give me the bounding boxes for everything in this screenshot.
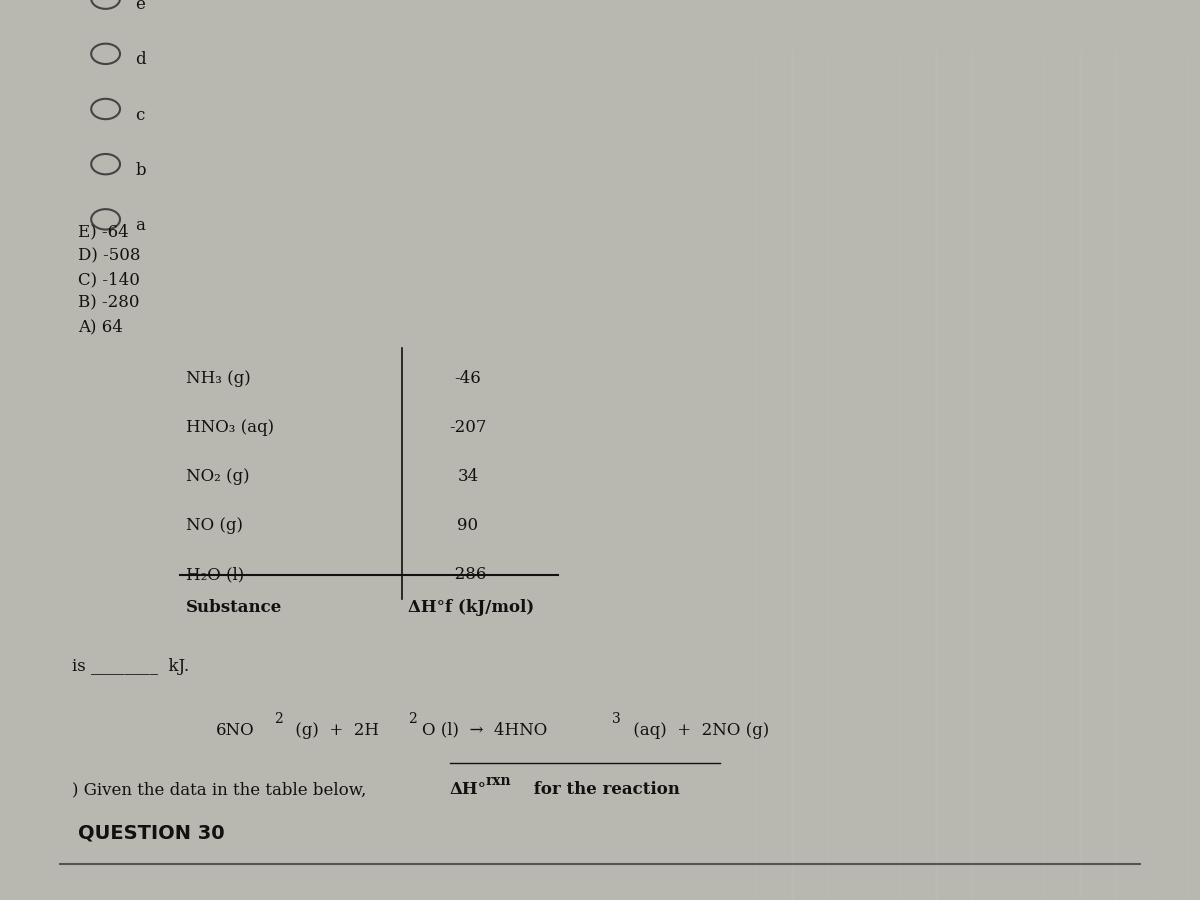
Text: e: e: [136, 0, 145, 14]
Text: 90: 90: [457, 518, 479, 535]
Text: ) Given the data in the table below,: ) Given the data in the table below,: [72, 781, 372, 798]
Text: ΔH°: ΔH°: [450, 781, 487, 798]
Text: -46: -46: [455, 370, 481, 387]
Text: b: b: [136, 162, 146, 179]
Text: B) -280: B) -280: [78, 295, 139, 312]
Text: NO (g): NO (g): [186, 518, 242, 535]
Text: H₂O (l): H₂O (l): [186, 566, 245, 583]
Text: HNO₃ (aq): HNO₃ (aq): [186, 418, 274, 436]
Text: a: a: [136, 217, 145, 234]
Text: 6NO: 6NO: [216, 722, 254, 739]
Text: A) 64: A) 64: [78, 319, 122, 336]
Text: 34: 34: [457, 468, 479, 485]
Text: c: c: [136, 106, 145, 123]
Text: 2: 2: [274, 712, 282, 725]
Text: NO₂ (g): NO₂ (g): [186, 468, 250, 485]
Text: (g)  +  2H: (g) + 2H: [290, 722, 379, 739]
Text: 2: 2: [408, 712, 416, 725]
Text: rxn: rxn: [486, 774, 511, 788]
Text: for the reaction: for the reaction: [528, 781, 680, 798]
Text: C) -140: C) -140: [78, 271, 140, 288]
Text: 3: 3: [612, 712, 620, 725]
Text: QUESTION 30: QUESTION 30: [78, 824, 224, 842]
Text: -286: -286: [449, 566, 487, 583]
Text: NH₃ (g): NH₃ (g): [186, 370, 251, 387]
Text: is ________  kJ.: is ________ kJ.: [72, 658, 190, 675]
Text: -207: -207: [449, 418, 487, 436]
Text: O (l)  →  4HNO: O (l) → 4HNO: [422, 722, 547, 739]
Text: D) -508: D) -508: [78, 248, 140, 265]
Text: Substance: Substance: [186, 598, 282, 616]
Text: ΔH°f (kJ/mol): ΔH°f (kJ/mol): [408, 598, 534, 616]
Text: (aq)  +  2NO (g): (aq) + 2NO (g): [628, 722, 769, 739]
Text: E) -64: E) -64: [78, 223, 128, 240]
Text: d: d: [136, 51, 146, 68]
